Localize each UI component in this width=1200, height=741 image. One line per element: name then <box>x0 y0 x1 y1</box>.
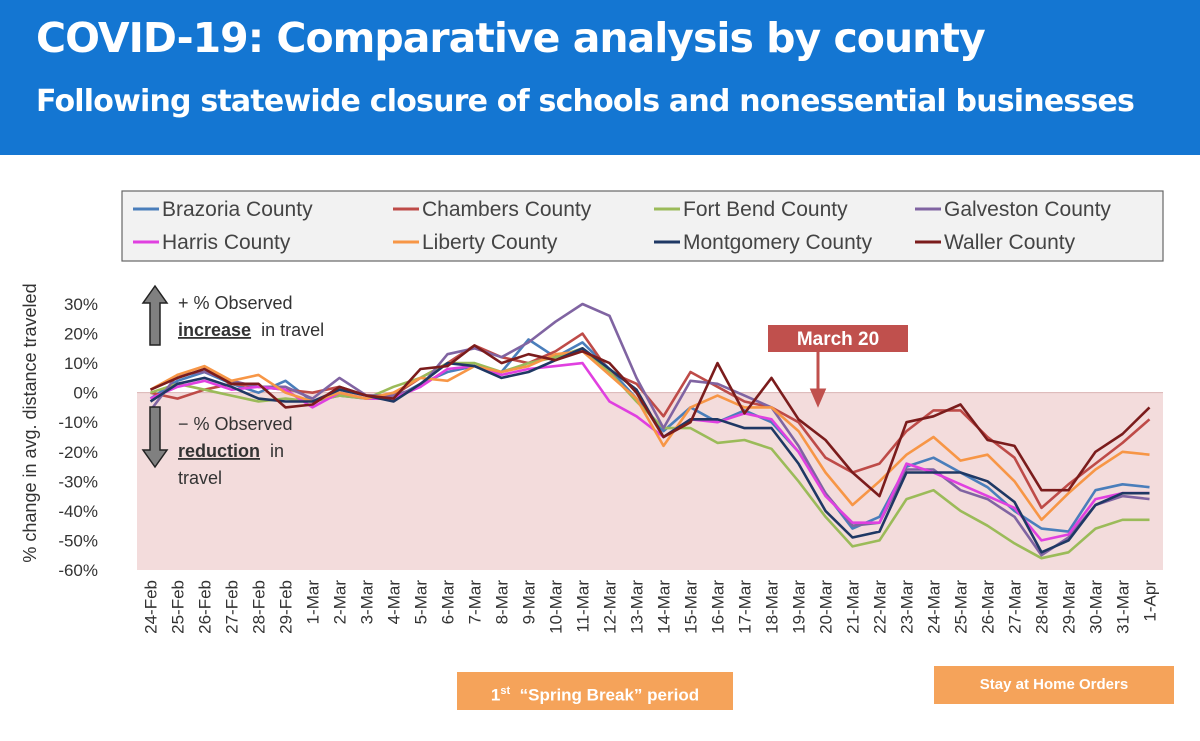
x-tick-label: 4-Mar <box>385 580 404 625</box>
x-tick-label: 29-Mar <box>1060 580 1079 634</box>
reduction-suffix: in <box>270 441 284 461</box>
increase-keyword: increase <box>178 320 251 340</box>
reduction-keyword: reduction <box>178 441 260 461</box>
spring-break-text: “Spring Break” period <box>519 685 700 705</box>
x-tick-label: 9-Mar <box>520 580 539 625</box>
increase-text-line1: + % Observed <box>178 293 293 313</box>
x-tick-label: 27-Mar <box>1006 580 1025 634</box>
up-arrow-icon <box>141 284 169 346</box>
title-banner: COVID-19: Comparative analysis by county… <box>0 0 1200 155</box>
x-tick-label: 10-Mar <box>547 580 566 634</box>
y-tick-label: -50% <box>58 531 98 550</box>
x-tick-label: 25-Mar <box>952 580 971 634</box>
legend-label: Brazoria County <box>162 198 313 221</box>
march20-callout: March 20 <box>768 325 908 408</box>
y-tick-label: -40% <box>58 502 98 521</box>
legend-label: Liberty County <box>422 231 558 254</box>
down-arrow-icon <box>141 406 169 469</box>
y-tick-label: 30% <box>64 295 98 314</box>
x-tick-label: 28-Mar <box>1033 580 1052 634</box>
x-tick-label: 24-Mar <box>925 580 944 634</box>
x-tick-label: 27-Feb <box>223 580 242 634</box>
x-tick-label: 5-Mar <box>412 580 431 625</box>
series-line-harris-county <box>149 361 1150 542</box>
increase-annotation: + % Observed increase in travel <box>141 284 324 346</box>
legend-box <box>121 190 1164 262</box>
x-tick-label: 3-Mar <box>358 580 377 625</box>
legend-label: Chambers County <box>422 198 592 221</box>
x-tick-label: 23-Mar <box>898 580 917 634</box>
x-tick-label: 17-Mar <box>736 580 755 634</box>
y-tick-label: 0% <box>73 384 98 403</box>
x-tick-label: 28-Feb <box>250 580 269 634</box>
y-tick-label: -20% <box>58 443 98 462</box>
x-tick-labels: 24-Feb 25-Feb 26-Feb 27-Feb 28-Feb 29-Feb 1-Ma… <box>142 580 1160 634</box>
x-tick-label: 31-Mar <box>1114 580 1133 634</box>
series-line-waller-county <box>149 344 1151 498</box>
x-tick-label: 26-Feb <box>196 580 215 634</box>
legend-label: Montgomery County <box>683 231 873 254</box>
x-tick-label: 1-Mar <box>304 580 323 625</box>
x-tick-label: 21-Mar <box>844 580 863 634</box>
x-tick-label: 26-Mar <box>979 580 998 634</box>
spring-break-label: 1st “Spring Break” period <box>457 672 733 710</box>
march20-box <box>768 325 908 352</box>
increase-text-line2: increase in travel <box>178 320 324 340</box>
march20-arrow-icon <box>809 352 827 408</box>
x-tick-label: 30-Mar <box>1087 580 1106 634</box>
x-tick-label: 19-Mar <box>790 580 809 634</box>
x-tick-label: 15-Mar <box>682 580 701 634</box>
reduction-text-line3: travel <box>178 468 222 488</box>
series-layer <box>149 302 1151 560</box>
march20-label: March 20 <box>797 329 879 350</box>
y-tick-label: 20% <box>64 325 98 344</box>
y-tick-label: -30% <box>58 472 98 491</box>
x-tick-label: 6-Mar <box>439 580 458 625</box>
x-tick-label: 1-Apr <box>1141 580 1160 622</box>
increase-suffix: in travel <box>261 320 324 340</box>
page-title: COVID-19: Comparative analysis by county <box>36 14 986 62</box>
x-tick-label: 8-Mar <box>493 580 512 625</box>
stay-at-home-label: Stay at Home Orders <box>934 666 1174 704</box>
x-tick-label: 29-Feb <box>277 580 296 634</box>
line-chart: 30% 20% 10% 0% -10% -20% -30% -40% -50% -60% 24-F… <box>20 190 1164 634</box>
y-tick-label: -10% <box>58 413 98 432</box>
legend-label: Harris County <box>162 231 291 254</box>
x-tick-label: 13-Mar <box>628 580 647 634</box>
y-tick-label: 10% <box>64 354 98 373</box>
y-axis-label: % change in avg. distance traveled <box>20 283 40 562</box>
stay-at-home-text: Stay at Home Orders <box>979 676 1129 693</box>
x-tick-label: 12-Mar <box>601 580 620 634</box>
x-tick-label: 11-Mar <box>574 580 593 633</box>
reduction-text-line2: reduction in <box>178 441 284 461</box>
spring-break-num: 1 <box>490 685 501 705</box>
x-tick-label: 24-Feb <box>142 580 161 634</box>
page-subtitle: Following statewide closure of schools a… <box>36 84 1135 119</box>
x-tick-label: 22-Mar <box>871 580 890 634</box>
x-tick-label: 16-Mar <box>709 580 728 634</box>
series-line-galveston-county <box>149 302 1150 557</box>
x-tick-label: 14-Mar <box>655 580 674 634</box>
legend-label: Fort Bend County <box>683 198 848 221</box>
x-tick-label: 18-Mar <box>763 580 782 634</box>
reduction-annotation: − % Observed reduction in travel <box>141 406 293 488</box>
x-tick-label: 2-Mar <box>331 580 350 625</box>
x-tick-label: 25-Feb <box>169 580 188 634</box>
legend-label: Waller County <box>944 231 1076 254</box>
x-tick-label: 7-Mar <box>466 580 485 625</box>
legend-label: Galveston County <box>944 198 1111 221</box>
x-tick-label: 20-Mar <box>817 580 836 634</box>
spring-break-sup: st <box>500 685 511 697</box>
y-tick-label: -60% <box>58 561 98 580</box>
reduction-text-line1: − % Observed <box>178 414 293 434</box>
y-tick-labels: 30% 20% 10% 0% -10% -20% -30% -40% -50% -60% <box>58 295 98 580</box>
legend: Brazoria County Chambers County Fort Bend … <box>133 198 1111 254</box>
